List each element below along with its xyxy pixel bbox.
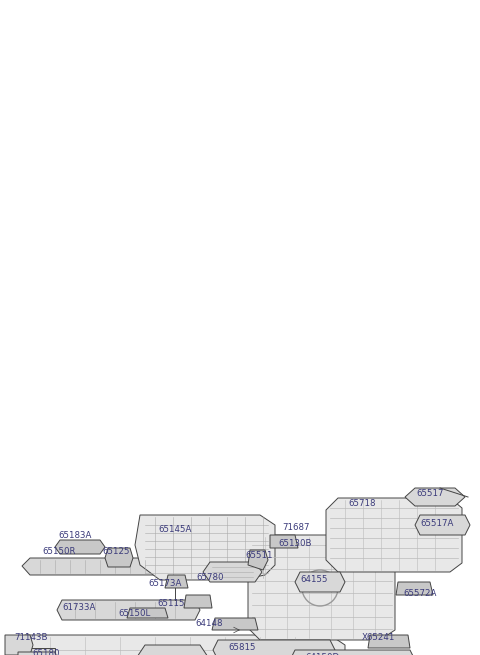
Polygon shape — [55, 540, 105, 554]
Polygon shape — [57, 600, 200, 620]
Polygon shape — [212, 618, 258, 630]
Polygon shape — [5, 635, 33, 655]
Text: 65572A: 65572A — [403, 588, 436, 597]
Polygon shape — [405, 488, 465, 506]
Text: 65115: 65115 — [157, 599, 184, 607]
Polygon shape — [415, 515, 470, 535]
Polygon shape — [213, 640, 335, 655]
Text: 71687: 71687 — [282, 523, 310, 533]
Text: 71143B: 71143B — [14, 633, 48, 643]
Text: 65125: 65125 — [102, 548, 130, 557]
Polygon shape — [165, 575, 188, 588]
Polygon shape — [105, 548, 133, 567]
Text: 65815: 65815 — [228, 643, 255, 652]
Text: 65517: 65517 — [416, 489, 444, 498]
Text: 65517A: 65517A — [420, 519, 454, 527]
Text: 64148: 64148 — [195, 618, 223, 627]
Polygon shape — [135, 515, 275, 580]
Polygon shape — [127, 608, 168, 618]
Text: 61733A: 61733A — [62, 603, 96, 612]
Polygon shape — [248, 535, 395, 640]
Polygon shape — [270, 535, 298, 548]
Polygon shape — [18, 635, 345, 655]
Polygon shape — [20, 648, 55, 655]
Text: 65145A: 65145A — [158, 525, 192, 534]
Polygon shape — [248, 550, 268, 570]
Polygon shape — [203, 562, 262, 582]
Polygon shape — [396, 582, 433, 595]
Text: 65150R: 65150R — [42, 548, 75, 557]
Polygon shape — [22, 558, 165, 575]
Text: 64155: 64155 — [300, 576, 327, 584]
Text: 65150L: 65150L — [118, 608, 150, 618]
Text: 64150D: 64150D — [305, 654, 339, 655]
Text: 65180: 65180 — [32, 648, 60, 655]
Text: 65183A: 65183A — [58, 531, 91, 540]
Polygon shape — [135, 645, 210, 655]
Text: 65780: 65780 — [196, 574, 224, 582]
Text: 65718: 65718 — [348, 498, 375, 508]
Text: 65173A: 65173A — [148, 578, 181, 588]
Text: X65241: X65241 — [362, 633, 396, 643]
Text: 65130B: 65130B — [278, 538, 312, 548]
Polygon shape — [184, 595, 212, 608]
Polygon shape — [18, 652, 58, 655]
Text: 65511: 65511 — [245, 550, 273, 559]
Polygon shape — [295, 572, 345, 592]
Polygon shape — [326, 498, 462, 572]
Polygon shape — [368, 635, 410, 648]
Polygon shape — [290, 650, 415, 655]
